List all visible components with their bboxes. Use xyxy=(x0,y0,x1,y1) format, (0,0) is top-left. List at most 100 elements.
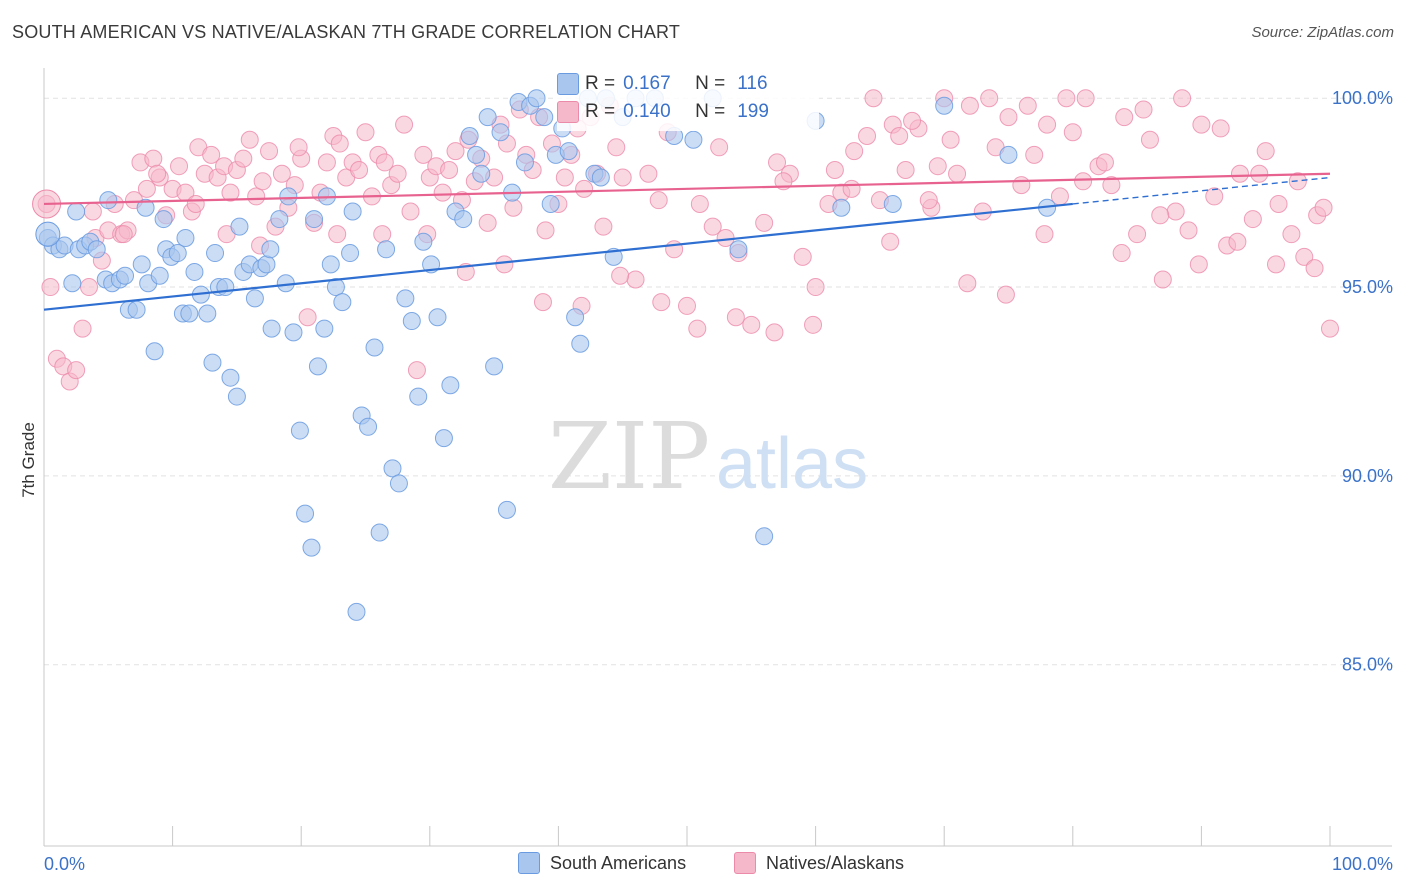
data-point-south-americans xyxy=(999,145,1018,164)
data-point-natives-alaskans xyxy=(928,157,947,176)
data-point-south-americans xyxy=(296,504,315,523)
data-point-natives-alaskans xyxy=(186,194,205,213)
data-point-natives-alaskans xyxy=(555,168,574,187)
data-point-natives-alaskans xyxy=(1115,108,1134,127)
data-point-south-americans xyxy=(591,168,610,187)
trend-lines xyxy=(43,172,1331,311)
data-point-natives-alaskans xyxy=(845,142,864,161)
data-point-natives-alaskans xyxy=(1256,142,1275,161)
data-point-natives-alaskans xyxy=(1025,145,1044,164)
data-point-natives-alaskans xyxy=(1153,270,1172,289)
data-point-south-americans xyxy=(127,300,146,319)
data-point-natives-alaskans xyxy=(373,225,392,244)
data-point-south-americans xyxy=(132,255,151,274)
watermark-atlas: atlas xyxy=(716,424,868,504)
data-point-natives-alaskans xyxy=(1211,119,1230,138)
data-point-natives-alaskans xyxy=(575,179,594,198)
data-point-natives-alaskans xyxy=(221,183,240,202)
data-point-natives-alaskans xyxy=(726,308,745,327)
data-point-natives-alaskans xyxy=(804,315,823,334)
legend-swatch-blue xyxy=(518,852,540,874)
data-point-natives-alaskans xyxy=(41,278,60,297)
data-point-south-americans xyxy=(227,387,246,406)
blue-series-points xyxy=(35,89,1057,621)
data-point-south-americans xyxy=(729,240,748,259)
data-point-natives-alaskans xyxy=(446,142,465,161)
stats-row-pink: R = 0.140 N = 199 xyxy=(557,101,769,123)
data-point-natives-alaskans xyxy=(1134,100,1153,119)
data-point-natives-alaskans xyxy=(67,361,86,380)
data-point-south-americans xyxy=(402,312,421,331)
data-point-natives-alaskans xyxy=(1076,89,1095,108)
data-point-natives-alaskans xyxy=(1179,221,1198,240)
data-point-south-americans xyxy=(326,278,345,297)
data-point-natives-alaskans xyxy=(401,202,420,221)
data-point-south-americans xyxy=(935,96,954,115)
data-point-south-americans xyxy=(221,368,240,387)
data-point-south-americans xyxy=(441,376,460,395)
data-point-natives-alaskans xyxy=(1074,172,1093,191)
data-point-natives-alaskans xyxy=(1035,225,1054,244)
data-point-south-americans xyxy=(145,342,164,361)
data-point-south-americans xyxy=(491,123,510,142)
trend-line-south-americans xyxy=(43,202,1073,311)
data-point-south-americans xyxy=(478,108,497,127)
data-point-natives-alaskans xyxy=(80,278,99,297)
data-point-south-americans xyxy=(684,130,703,149)
data-point-natives-alaskans xyxy=(240,130,259,149)
data-point-natives-alaskans xyxy=(1192,115,1211,134)
data-point-natives-alaskans xyxy=(1314,198,1333,217)
data-point-natives-alaskans xyxy=(1305,259,1324,278)
data-point-south-americans xyxy=(270,210,289,229)
data-point-natives-alaskans xyxy=(1038,115,1057,134)
data-point-natives-alaskans xyxy=(1151,206,1170,225)
data-point-natives-alaskans xyxy=(626,270,645,289)
data-point-natives-alaskans xyxy=(317,153,336,172)
data-point-natives-alaskans xyxy=(948,164,967,183)
data-point-south-americans xyxy=(321,255,340,274)
data-point-natives-alaskans xyxy=(639,164,658,183)
data-point-south-americans xyxy=(257,255,276,274)
data-point-natives-alaskans xyxy=(765,323,784,342)
legend-item-natives-alaskans[interactable]: Natives/Alaskans xyxy=(734,852,904,874)
trend-line-natives-alaskans xyxy=(43,172,1331,206)
data-point-natives-alaskans xyxy=(1102,176,1121,195)
data-point-natives-alaskans xyxy=(1166,202,1185,221)
data-point-natives-alaskans xyxy=(144,149,163,168)
data-point-natives-alaskans xyxy=(649,191,668,210)
data-point-natives-alaskans xyxy=(298,308,317,327)
data-point-natives-alaskans xyxy=(825,160,844,179)
data-point-south-americans xyxy=(216,278,235,297)
data-point-south-americans xyxy=(535,108,554,127)
y-tick-label: 100.0% xyxy=(1332,88,1393,108)
data-point-south-americans xyxy=(460,126,479,145)
data-point-natives-alaskans xyxy=(202,145,221,164)
data-point-natives-alaskans xyxy=(414,145,433,164)
data-point-south-americans xyxy=(230,217,249,236)
data-point-natives-alaskans xyxy=(652,293,671,312)
data-point-natives-alaskans xyxy=(1295,247,1314,266)
data-point-south-americans xyxy=(755,527,774,546)
data-point-south-americans xyxy=(341,244,360,263)
legend-item-south-americans[interactable]: South Americans xyxy=(518,852,686,874)
data-point-south-americans xyxy=(359,417,378,436)
pink-series-points xyxy=(32,89,1339,391)
data-point-south-americans xyxy=(261,240,280,259)
data-point-south-americans xyxy=(497,500,516,519)
data-point-south-americans xyxy=(333,293,352,312)
data-point-natives-alaskans xyxy=(703,217,722,236)
chart-title: SOUTH AMERICAN VS NATIVE/ALASKAN 7TH GRA… xyxy=(12,22,681,42)
grid-lines xyxy=(43,97,1392,846)
data-point-south-americans xyxy=(180,304,199,323)
data-point-south-americans xyxy=(168,244,187,263)
legend: South Americans Natives/Alaskans xyxy=(0,850,1406,880)
data-point-south-americans xyxy=(389,474,408,493)
trend-line-south-americans-extension xyxy=(1072,176,1331,205)
data-point-natives-alaskans xyxy=(350,160,369,179)
y-tick-label: 90.0% xyxy=(1342,466,1393,486)
data-point-natives-alaskans xyxy=(73,319,92,338)
data-point-south-americans xyxy=(99,191,118,210)
y-tick-label: 95.0% xyxy=(1342,277,1393,297)
data-point-natives-alaskans xyxy=(690,194,709,213)
